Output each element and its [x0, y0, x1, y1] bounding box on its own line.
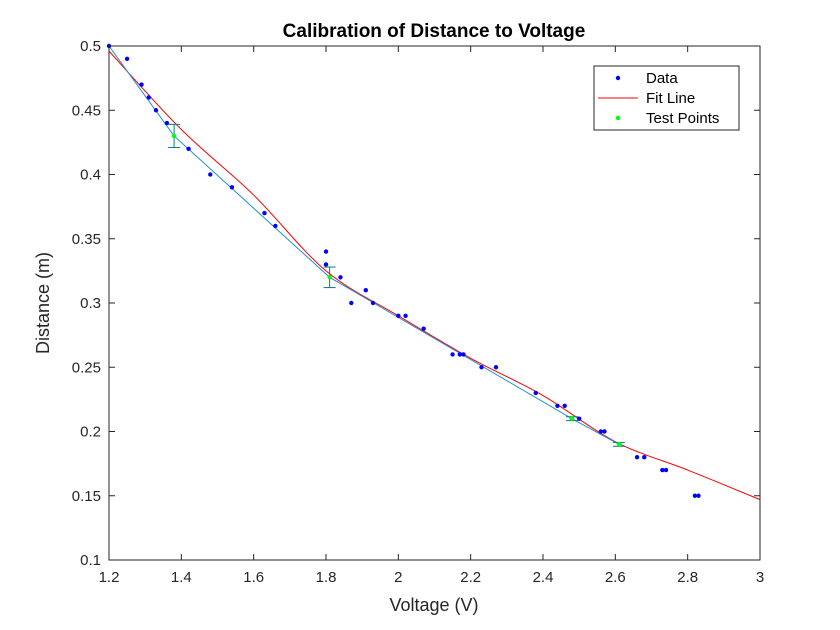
data-point [153, 108, 159, 113]
chart-title: Calibration of Distance to Voltage [283, 21, 586, 42]
data-point [273, 223, 278, 229]
y-tick-label: 0.5 [80, 38, 101, 55]
legend-label: Data [646, 70, 678, 87]
y-tick-label: 0.1 [80, 552, 101, 569]
data-point [363, 287, 368, 293]
data-point [562, 403, 567, 408]
test-points-point [171, 133, 177, 139]
data-point [139, 82, 144, 87]
x-tick-label: 2.8 [677, 569, 698, 586]
data-point [450, 352, 455, 357]
data-point [598, 429, 604, 434]
axis-ticks: 1.2 1.4 1.6 1.8 2 2.2 2.4 2.6 2.8 3 0.1 0.15 0.2 0.25… [72, 38, 764, 586]
data-point [634, 455, 640, 460]
x-tick-label: 1.8 [316, 569, 337, 586]
y-tick-label: 0.25 [72, 359, 101, 376]
data-point [262, 210, 267, 216]
data-point [576, 416, 582, 421]
legend: Data Fit Line Test Points [593, 65, 740, 131]
data-point [349, 300, 354, 306]
data-point [229, 185, 235, 190]
data-point [164, 120, 170, 126]
x-tick-label: 1.4 [171, 569, 192, 586]
legend-label: Fit Line [646, 90, 695, 107]
data-point [323, 262, 329, 267]
data-point [338, 275, 343, 280]
legend-label: Test Points [646, 110, 719, 127]
plot-area [106, 43, 761, 501]
data-point [396, 313, 401, 319]
data-point [323, 249, 329, 254]
data-point [457, 352, 463, 357]
y-tick-label: 0.3 [80, 295, 101, 312]
x-axis-label: Voltage (V) [389, 595, 478, 615]
data-point [493, 365, 499, 370]
x-tick-label: 2.4 [533, 569, 554, 586]
data-point [602, 429, 607, 434]
legend-swatch [615, 75, 621, 81]
legend-swatch [615, 115, 621, 121]
data-point [479, 365, 484, 370]
y-tick-label: 0.2 [80, 424, 101, 441]
data-point [660, 467, 665, 473]
data-point [124, 56, 130, 62]
data-point [663, 467, 669, 473]
data-point [403, 313, 408, 319]
x-tick-label: 2 [394, 569, 402, 586]
test-points-point [616, 442, 622, 447]
data-point [696, 493, 701, 498]
data-point [555, 403, 560, 408]
data-point [146, 95, 151, 100]
data-point [421, 326, 426, 331]
y-tick-label: 0.4 [80, 167, 101, 184]
x-tick-label: 2.6 [605, 569, 626, 586]
x-tick-label: 1.2 [99, 569, 120, 586]
data-point [208, 172, 213, 177]
data-point [370, 300, 376, 306]
data-point [461, 352, 466, 357]
data-point [186, 146, 191, 151]
y-axis-label: Distance (m) [33, 252, 53, 354]
fit-line-series [108, 50, 761, 501]
y-tick-label: 0.35 [72, 231, 101, 248]
data-point [533, 390, 538, 396]
x-tick-label: 1.6 [243, 569, 264, 586]
data-point [642, 455, 647, 460]
y-tick-label: 0.45 [72, 102, 101, 119]
test-points-point [569, 416, 575, 421]
x-tick-label: 3 [756, 569, 764, 586]
y-tick-label: 0.15 [72, 488, 101, 505]
x-tick-label: 2.2 [460, 569, 481, 586]
data-point [692, 493, 698, 498]
test-points-point [327, 275, 332, 280]
